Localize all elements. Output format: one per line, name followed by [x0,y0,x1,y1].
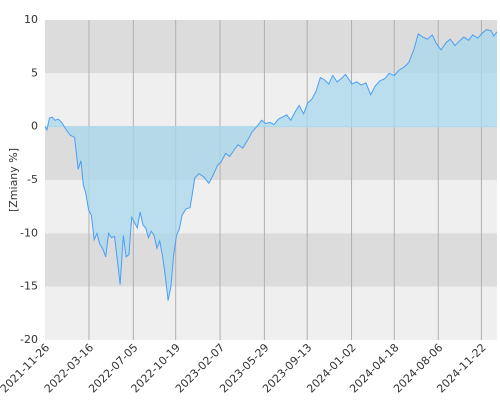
y-tick-label: 0 [31,120,38,133]
band--15-to--20 [45,286,497,340]
y-axis-ticks: 10 5 0 -5 -10 -15 -20 [20,13,38,346]
y-tick-label: -5 [27,173,38,186]
series-line [44,29,498,301]
y-tick-label: -20 [20,333,38,346]
band--10-to--15 [45,233,497,287]
x-axis-ticks: 2021-11-262022-03-162022-07-052022-10-19… [0,341,489,395]
y-tick-label: -15 [20,280,38,293]
y-tick-label: 5 [31,66,38,79]
y-axis-label: [Zmiany %] [7,148,20,212]
data-line [44,29,498,301]
data-area [45,29,497,301]
area-fill [45,29,497,301]
y-tick-label: -10 [20,226,38,239]
y-tick-label: 10 [24,13,38,26]
